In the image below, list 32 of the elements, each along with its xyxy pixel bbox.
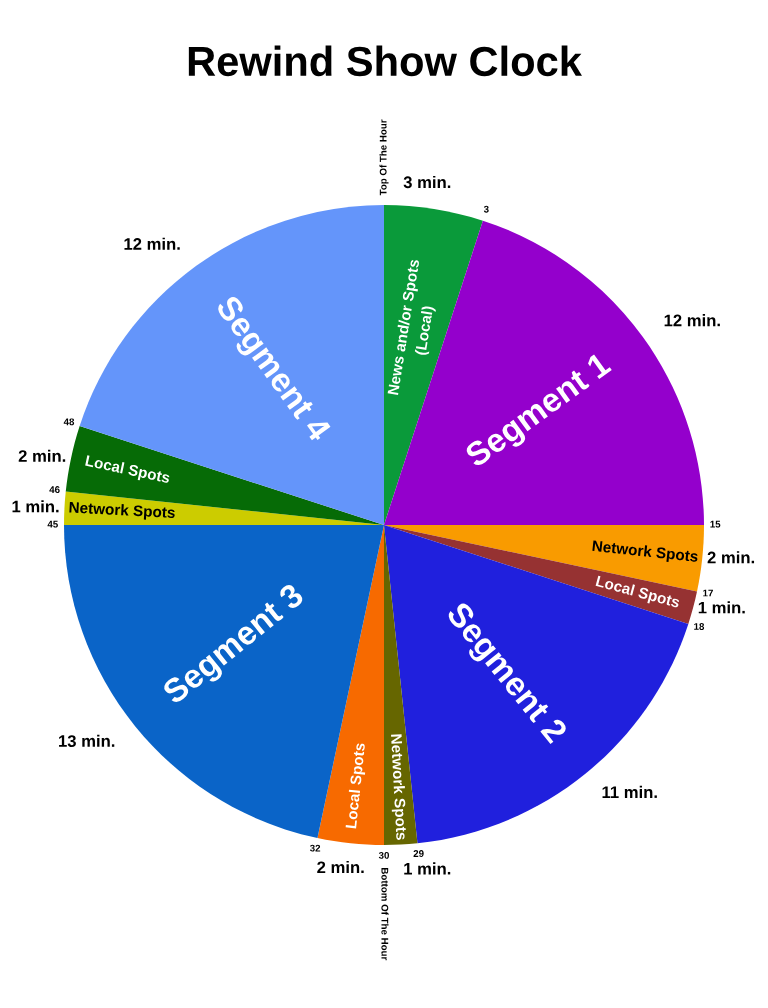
text: 45	[47, 520, 58, 528]
data-label: 13 min.	[59, 734, 115, 747]
data-label: 2 min.	[18, 449, 66, 462]
slice-label: Network Spots	[69, 501, 176, 522]
data-label: 11 min.	[602, 785, 657, 798]
data-label: 2 min.	[317, 860, 364, 874]
slice-label: Network Spots	[592, 539, 699, 566]
text: 48	[63, 418, 75, 426]
text: 30	[378, 851, 390, 859]
slice-label: News and/or Spots (Local)	[387, 259, 437, 396]
slice-label: Local Spots	[345, 742, 369, 829]
text: 15	[710, 520, 721, 528]
text: Bottom Of The Hour	[381, 868, 389, 961]
data-label: 3 min.	[403, 175, 451, 189]
pie-slice	[317, 525, 384, 845]
data-label: 12 min.	[124, 237, 180, 250]
chart-title: Rewind Show Clock	[188, 45, 582, 77]
text: 18	[694, 623, 705, 630]
data-label: 2 min.	[707, 551, 755, 564]
slice-label: Local Spots	[594, 575, 681, 611]
text: 29	[413, 850, 424, 857]
slice-label: Network Spots	[387, 734, 408, 841]
text: 3	[483, 205, 489, 213]
text: 46	[49, 486, 60, 493]
text: Top Of The Hour	[379, 119, 389, 196]
text: 32	[309, 844, 321, 852]
data-label: 1 min.	[12, 500, 59, 513]
data-label: 1 min.	[404, 862, 451, 875]
data-label: 12 min.	[664, 314, 720, 327]
data-label: 1 min.	[698, 601, 745, 614]
text: 17	[703, 589, 713, 597]
slice-label: Local Spots	[84, 454, 171, 487]
